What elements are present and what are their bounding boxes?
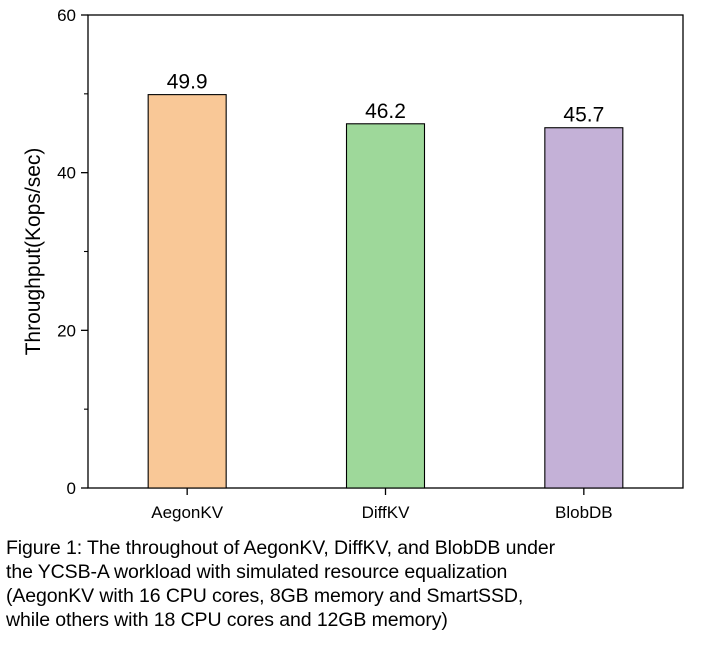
y-axis-label: Throughput(Kops/sec) (22, 148, 45, 356)
x-tick-label: AegonKV (151, 503, 223, 522)
caption-line-1: Figure 1: The throughout of AegonKV, Dif… (6, 537, 555, 559)
bar-diffkv (345, 123, 426, 489)
x-tick-label: DiffKV (362, 503, 411, 522)
bar-chart: 49.9 46.2 45.7 0 20 40 60 AegonKV DiffKV BlobDB… (22, 6, 684, 522)
x-axis: AegonKV DiffKV BlobDB (151, 488, 613, 522)
figure-caption: Figure 1: The throughout of AegonKV, Dif… (6, 536, 716, 632)
bar-blobdb (544, 127, 624, 489)
bar-value-label: 46.2 (365, 100, 406, 123)
y-tick-label: 0 (67, 479, 76, 498)
bar-value-labels: 49.9 46.2 45.7 (167, 71, 605, 127)
caption-line-3: (AegonKV with 16 CPU cores, 8GB memory a… (6, 585, 524, 607)
x-tick-label: BlobDB (555, 503, 613, 522)
y-tick-label: 20 (57, 321, 76, 340)
y-tick-label: 40 (57, 164, 76, 183)
caption-line-4: while others with 18 CPU cores and 12GB … (6, 609, 448, 631)
bars (147, 94, 624, 489)
bar-value-label: 49.9 (167, 71, 208, 94)
bar-value-label: 45.7 (563, 104, 604, 127)
bar-aegonkv (147, 94, 227, 489)
y-tick-label: 60 (57, 6, 76, 25)
y-axis: 0 20 40 60 (57, 6, 88, 498)
caption-line-2: the YCSB-A workload with simulated resou… (6, 561, 508, 583)
